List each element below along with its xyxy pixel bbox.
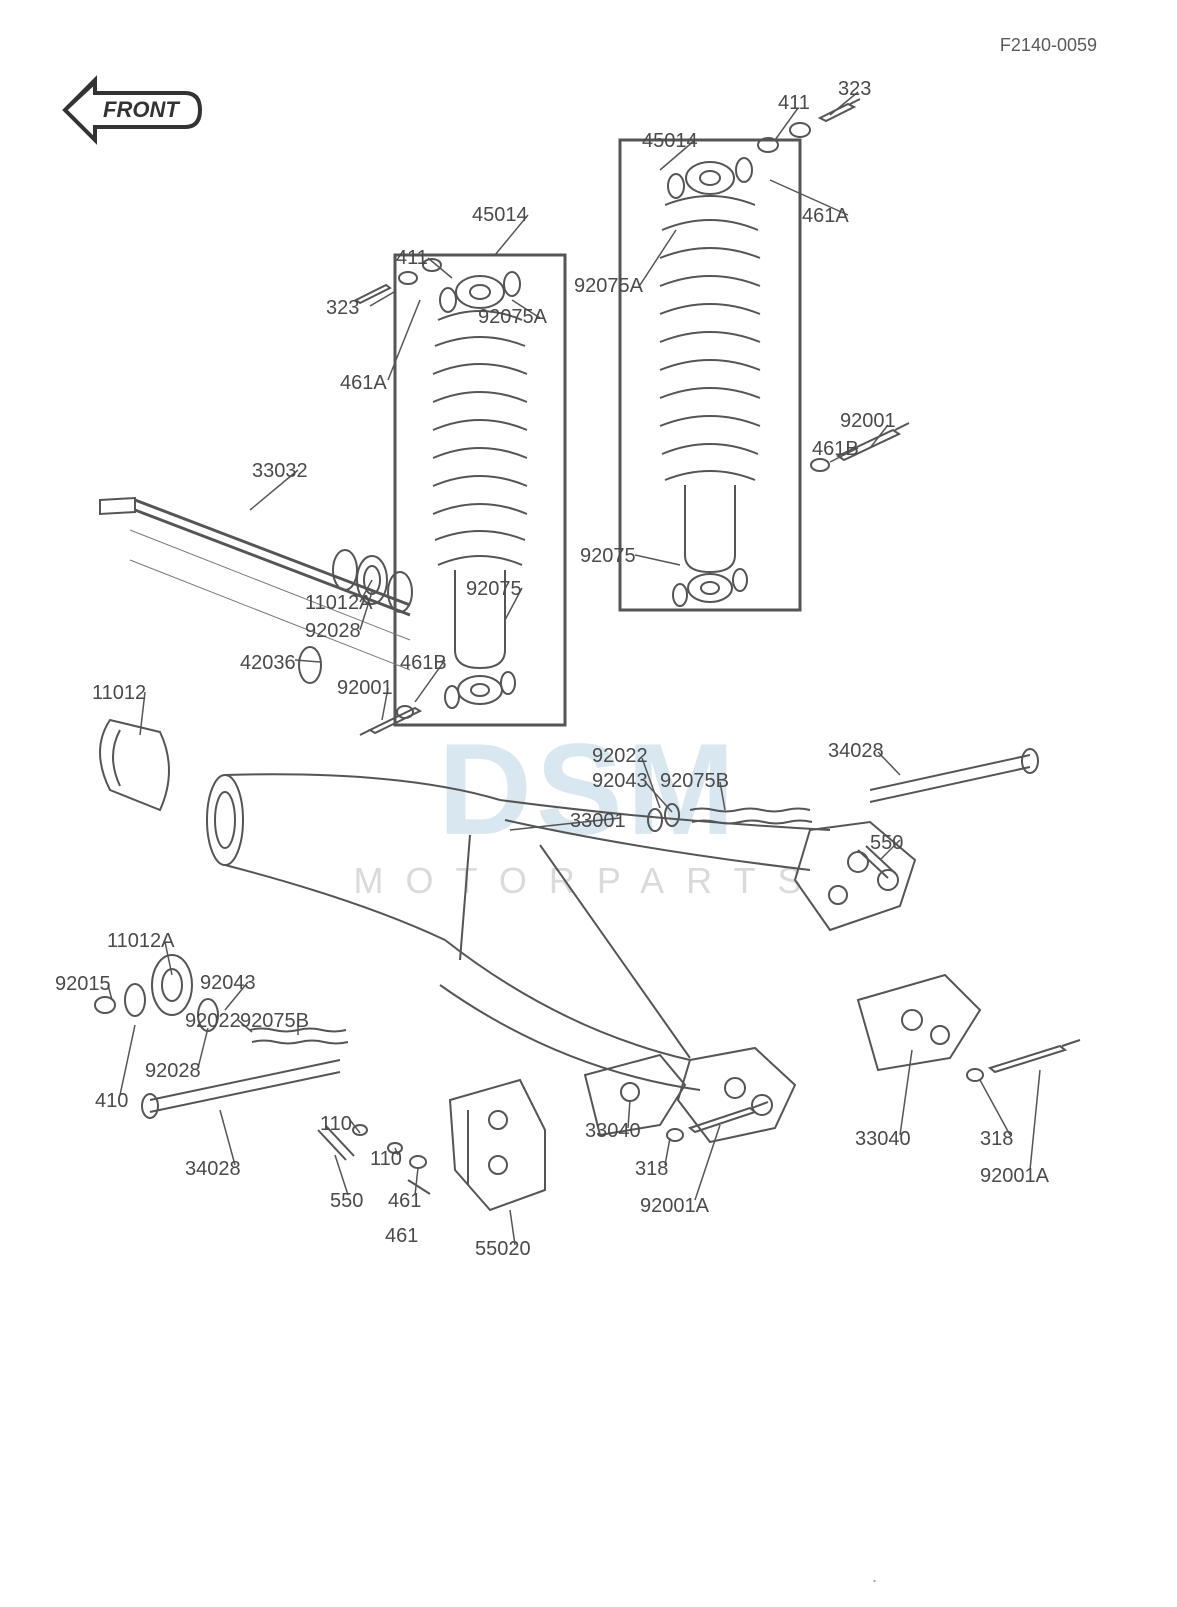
callout-33040_left: 33040 (585, 1120, 641, 1143)
callout-92028_top: 92028 (305, 620, 361, 643)
callout-92001A_left: 92001A (640, 1195, 709, 1218)
callout-45014_right: 45014 (642, 130, 698, 153)
callout-92075B_mid: 92075B (660, 770, 729, 793)
callout-550_right: 550 (870, 832, 903, 855)
callout-92075A_right: 92075A (574, 275, 643, 298)
callout-33040_right: 33040 (855, 1128, 911, 1151)
page-footer-mark: . (872, 1566, 877, 1587)
callout-550_left: 550 (330, 1190, 363, 1213)
callout-92001A_right: 92001A (980, 1165, 1049, 1188)
callout-92022_bot: 92022 (185, 1010, 241, 1033)
callout-110_a: 110 (320, 1113, 352, 1136)
callout-34028_left: 34028 (185, 1158, 241, 1181)
callout-42036: 42036 (240, 652, 296, 675)
callout-461_a: 461 (388, 1190, 421, 1213)
callout-11012A_bot: 11012A (107, 930, 174, 953)
callout-92043_bot: 92043 (200, 972, 256, 995)
callout-92075B_bot: 92075B (240, 1010, 309, 1033)
callout-92075_left: 92075 (466, 578, 522, 601)
callout-92075_right: 92075 (580, 545, 636, 568)
callout-318_right: 318 (980, 1128, 1013, 1151)
callout-461_b: 461 (385, 1225, 418, 1248)
callout-323_right: 323 (838, 78, 871, 101)
callout-92001_right: 92001 (840, 410, 896, 433)
page-root: F2140-0059 FRONT DSM MOTORPARTS (0, 0, 1177, 1607)
callout-461A_left: 461A (340, 372, 387, 395)
callout-33032: 33032 (252, 460, 308, 483)
callout-92001_left: 92001 (337, 677, 393, 700)
parts-diagram (0, 0, 1177, 1607)
callout-45014_left: 45014 (472, 204, 528, 227)
callout-411_right: 411 (778, 92, 810, 115)
callout-461A_right: 461A (802, 205, 849, 228)
callout-411_left: 411 (396, 247, 428, 270)
callout-11012A_top: 11012A (305, 592, 372, 615)
callout-92015: 92015 (55, 973, 111, 996)
callout-92075A_left: 92075A (478, 306, 547, 329)
callout-34028_right: 34028 (828, 740, 884, 763)
callout-92043_mid: 92043 (592, 770, 648, 793)
callout-92022_mid: 92022 (592, 745, 648, 768)
callout-461B_left: 461B (400, 652, 447, 675)
callout-92028_bot: 92028 (145, 1060, 201, 1083)
callout-33001: 33001 (570, 810, 626, 833)
callout-410: 410 (95, 1090, 128, 1113)
callout-55020: 55020 (475, 1238, 531, 1261)
callout-323_left: 323 (326, 297, 359, 320)
callout-110_b: 110 (370, 1148, 402, 1171)
callout-461B_right: 461B (812, 438, 859, 461)
callout-11012: 11012 (92, 682, 146, 705)
callout-318_left: 318 (635, 1158, 668, 1181)
